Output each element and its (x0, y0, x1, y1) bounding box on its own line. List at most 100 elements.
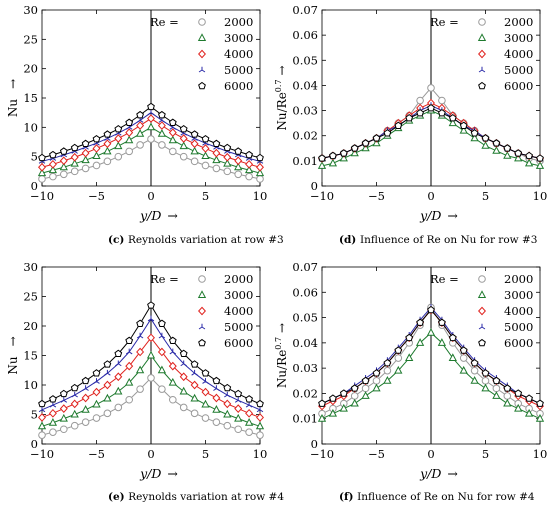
data-point (125, 147, 133, 156)
data-point (212, 393, 221, 403)
data-point (179, 386, 188, 395)
legend-marker (197, 33, 207, 41)
data-point (114, 152, 123, 161)
data-point (470, 133, 479, 142)
data-point (60, 397, 68, 403)
series-6000 (38, 102, 264, 162)
x-axis-label: y/D → (419, 466, 458, 481)
data-point (394, 346, 403, 354)
data-point (190, 139, 199, 149)
data-point (146, 350, 156, 359)
legend-entry: 4000 (504, 304, 533, 318)
x-tick-label: −10 (30, 189, 54, 203)
x-tick-label: −5 (368, 447, 385, 461)
data-point (438, 318, 446, 326)
y-tick-label: 25 (23, 290, 38, 304)
data-point (223, 152, 232, 162)
data-point (136, 141, 144, 149)
data-point (158, 319, 166, 327)
data-point (38, 413, 46, 422)
legend-marker (478, 81, 486, 90)
data-point (125, 377, 134, 386)
data-point (525, 394, 533, 402)
data-point (125, 135, 134, 144)
x-axis-arrow: → (167, 208, 178, 223)
x-tick-label: 0 (427, 447, 434, 461)
data-point (383, 129, 392, 137)
data-point (234, 147, 243, 155)
caption-text: Reynolds variation at row #4 (128, 491, 284, 503)
data-point (383, 359, 392, 367)
data-point (125, 348, 133, 355)
legend: Re = 2000 3000 4000 5000 6000 (150, 272, 253, 350)
data-point (350, 384, 359, 392)
data-point (394, 121, 403, 129)
data-point (103, 409, 112, 418)
data-point (416, 318, 424, 326)
data-point (114, 141, 123, 150)
x-tick-label: 10 (533, 447, 548, 461)
data-point (492, 391, 501, 399)
legend-marker (198, 323, 206, 330)
legend-marker (478, 66, 486, 73)
data-point (180, 360, 187, 367)
x-tick-label: −5 (88, 189, 105, 203)
legend: Re = 2000 3000 4000 5000 6000 (150, 15, 253, 93)
data-point (114, 386, 123, 395)
y-tick-label: 0.06 (292, 285, 318, 299)
data-point (427, 84, 435, 92)
data-point (415, 338, 425, 346)
data-point (317, 161, 327, 169)
data-point (114, 125, 123, 133)
data-point (448, 333, 457, 342)
data-point (82, 385, 89, 391)
data-point (49, 172, 57, 181)
data-point (147, 114, 155, 123)
x-tick-label: −10 (310, 447, 334, 461)
data-point (38, 431, 46, 439)
data-point (71, 391, 78, 398)
data-point (136, 347, 145, 357)
data-point (103, 157, 112, 166)
data-point (114, 134, 123, 143)
data-point (416, 96, 424, 105)
data-point (244, 165, 254, 174)
series-4000 (38, 333, 264, 422)
y-tick-label: 0.03 (292, 361, 318, 375)
data-point (372, 369, 381, 377)
y-axis-label: Nu→ (6, 79, 20, 117)
data-point (103, 139, 112, 149)
data-point (223, 143, 232, 152)
data-point (147, 301, 155, 309)
data-point (114, 403, 123, 412)
data-point (190, 146, 199, 155)
panel-caption: (d) Influence of Re on Nu for row #3 (339, 234, 537, 246)
x-tick-label: 10 (253, 447, 268, 461)
data-point (92, 414, 101, 422)
x-tick-label: 0 (147, 189, 154, 203)
data-point (136, 319, 144, 327)
data-point (481, 376, 490, 385)
data-point (103, 146, 112, 155)
y-tick-label: 5 (31, 408, 38, 422)
data-point (135, 129, 145, 137)
data-point (201, 387, 210, 397)
data-point (212, 139, 221, 148)
data-point (223, 409, 232, 418)
data-point (234, 397, 242, 403)
data-point (223, 158, 232, 167)
data-point (470, 366, 479, 375)
data-point (524, 158, 534, 167)
legend-entry: 5000 (504, 320, 533, 334)
data-point (394, 365, 403, 374)
caption-letter: (f) (339, 491, 357, 503)
y-tick-label: 0.04 (292, 336, 318, 350)
y-tick-label: 0.02 (292, 386, 318, 400)
data-point (179, 152, 188, 161)
data-point (59, 162, 68, 171)
data-point (60, 425, 68, 434)
data-point (201, 161, 210, 170)
data-point (437, 338, 447, 346)
x-tick-label: 5 (482, 447, 489, 461)
x-tick-label: 0 (427, 189, 434, 203)
